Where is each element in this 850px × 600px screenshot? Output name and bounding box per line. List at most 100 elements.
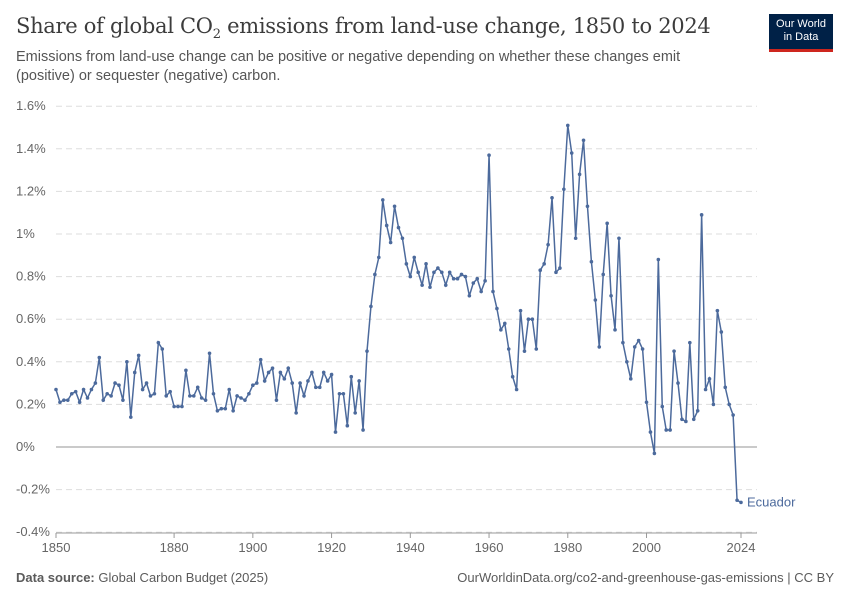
- data-point: [443, 283, 448, 287]
- data-point: [739, 500, 743, 505]
- data-point: [688, 340, 692, 345]
- data-point: [499, 328, 503, 332]
- data-point: [652, 451, 657, 456]
- chart-subtitle: Emissions from land-use change can be po…: [16, 49, 681, 84]
- data-point: [357, 379, 361, 383]
- data-point: [152, 391, 157, 396]
- owid-logo[interactable]: Our World in Data: [769, 14, 833, 52]
- data-point: [656, 257, 661, 262]
- data-point: [573, 236, 578, 241]
- data-point: [664, 428, 669, 432]
- data-point: [62, 398, 66, 402]
- data-point: [128, 415, 133, 419]
- data-point: [735, 498, 739, 503]
- data-point: [609, 293, 613, 298]
- data-point: [459, 272, 464, 277]
- data-point: [514, 387, 519, 392]
- data-point: [180, 404, 184, 409]
- y-tick-label: 1%: [16, 226, 35, 241]
- x-tick-label: 2000: [632, 540, 661, 555]
- data-point: [270, 366, 275, 370]
- data-point: [195, 385, 200, 390]
- data-point: [731, 413, 735, 417]
- x-tick-label: 2024: [727, 540, 756, 555]
- data-point: [589, 259, 594, 264]
- data-point: [640, 347, 645, 351]
- data-point: [136, 353, 141, 358]
- data-point: [392, 204, 397, 209]
- data-point: [699, 213, 704, 217]
- data-point: [349, 374, 354, 379]
- data-point: [581, 138, 586, 143]
- data-point: [538, 268, 543, 273]
- data-point: [266, 370, 271, 375]
- data-point: [121, 398, 125, 402]
- data-point: [294, 411, 298, 415]
- x-tick-label: 1980: [553, 540, 582, 555]
- data-point: [558, 266, 562, 270]
- y-tick-label: 0.6%: [16, 311, 46, 326]
- data-point: [144, 381, 149, 385]
- data-point: [314, 385, 318, 390]
- data-point: [479, 289, 483, 294]
- y-tick-label: 0.2%: [16, 396, 46, 411]
- source-url-link[interactable]: OurWorldinData.org/co2-and-greenhouse-ga…: [457, 570, 834, 585]
- data-point: [487, 153, 491, 157]
- data-point: [530, 317, 535, 322]
- series-label-ecuador: Ecuador: [747, 494, 796, 509]
- data-point: [565, 123, 570, 128]
- data-point: [400, 236, 405, 241]
- data-point: [117, 383, 121, 388]
- data-point: [495, 306, 499, 311]
- data-point: [715, 308, 720, 313]
- data-point: [711, 402, 716, 407]
- data-point: [420, 283, 424, 287]
- data-point: [467, 293, 472, 298]
- data-point: [648, 430, 653, 434]
- data-point: [428, 285, 432, 290]
- data-point: [510, 374, 515, 379]
- data-point: [597, 345, 602, 349]
- data-point: [160, 347, 165, 351]
- y-tick-label: 1.6%: [16, 98, 46, 113]
- data-point: [396, 225, 401, 230]
- y-tick-label: 1.2%: [16, 183, 46, 198]
- data-point: [282, 377, 287, 381]
- x-tick-label: 1960: [475, 540, 504, 555]
- data-point: [569, 151, 574, 155]
- data-point: [412, 255, 417, 260]
- data-point: [585, 204, 590, 209]
- data-point: [518, 308, 523, 313]
- data-point: [353, 411, 357, 415]
- data-point: [471, 281, 476, 285]
- data-point: [404, 262, 409, 266]
- data-point: [258, 357, 263, 362]
- data-point: [723, 385, 728, 390]
- y-tick-label: 0.8%: [16, 269, 46, 284]
- data-point: [306, 379, 310, 383]
- data-point: [388, 240, 393, 245]
- data-point: [176, 404, 180, 409]
- data-point: [550, 195, 554, 200]
- data-point: [440, 270, 444, 275]
- y-tick-label: -0.2%: [16, 482, 50, 497]
- data-point: [605, 221, 609, 226]
- data-point: [262, 379, 267, 383]
- data-point: [463, 274, 468, 279]
- data-point: [168, 389, 172, 394]
- data-point: [317, 385, 322, 390]
- data-point: [73, 389, 78, 394]
- data-point: [707, 377, 712, 381]
- data-point: [109, 394, 113, 398]
- data-point: [223, 406, 228, 411]
- data-point: [593, 298, 598, 302]
- data-point: [188, 394, 192, 398]
- data-point: [727, 402, 731, 407]
- data-point: [341, 391, 346, 396]
- x-tick-label: 1900: [238, 540, 267, 555]
- data-point: [286, 366, 291, 370]
- data-point: [625, 360, 629, 364]
- data-point: [172, 404, 176, 409]
- data-point: [247, 391, 251, 396]
